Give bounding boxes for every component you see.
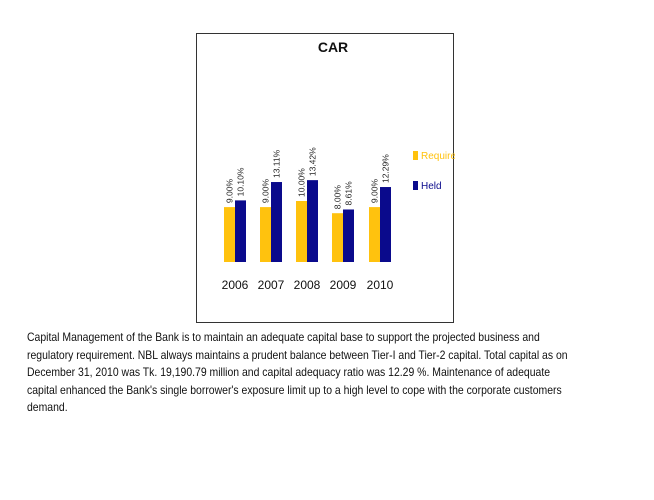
x-tick-2009: 2009 <box>330 278 357 292</box>
bar-held-2006 <box>235 200 246 262</box>
legend-label-required: Required <box>421 151 455 162</box>
bar-held-2007 <box>271 182 282 262</box>
data-label-held-2009: 8.61% <box>344 181 354 206</box>
x-tick-2010: 2010 <box>367 278 394 292</box>
x-tick-2007: 2007 <box>258 278 285 292</box>
data-label-held-2006: 10.10% <box>236 167 246 196</box>
x-tick-2006: 2006 <box>222 278 249 292</box>
data-label-required-2009: 8.00% <box>333 185 343 210</box>
caption-text-block: Capital Management of the Bank is to mai… <box>27 329 572 417</box>
chart-title: CAR <box>318 39 348 55</box>
data-label-required-2010: 9.00% <box>370 179 380 204</box>
bars-group <box>224 180 391 262</box>
data-label-required-2007: 9.00% <box>261 179 271 204</box>
bar-labels-group: 9.00% 10.10% 9.00%13.11%10.00%13.42%8.00% 8… <box>225 147 391 209</box>
bar-held-2008 <box>307 180 318 262</box>
car-bar-chart: CAR 9.00% 10.10% 9.00%13.11%10.00%13.42%8.… <box>222 39 455 292</box>
bar-required-2006 <box>224 207 235 262</box>
x-axis-ticks: 2006 2007 2008 2009 2010 <box>222 278 394 292</box>
data-label-required-2008: 10.00% <box>297 168 307 197</box>
bar-held-2010 <box>380 187 391 262</box>
data-label-held-2008: 13.42% <box>308 147 318 176</box>
bar-required-2009 <box>332 213 343 262</box>
legend-swatch-held <box>413 181 418 190</box>
legend-label-held: Held <box>421 181 442 192</box>
bar-required-2010 <box>369 207 380 262</box>
legend: Required Held <box>413 151 455 192</box>
x-tick-2008: 2008 <box>294 278 321 292</box>
bar-held-2009 <box>343 209 354 262</box>
data-label-held-2007: 13.11% <box>272 149 282 178</box>
chart-frame: CAR 9.00% 10.10% 9.00% 13.11% 10.00% 13.42% 8.… <box>196 33 455 323</box>
data-label-held-2010: 12.29% <box>381 154 391 183</box>
data-label-required-2006: 9.00% <box>225 179 235 204</box>
bar-required-2008 <box>296 201 307 262</box>
legend-swatch-required <box>413 151 418 160</box>
caption-paragraph: Capital Management of the Bank is to mai… <box>27 331 568 414</box>
bar-required-2007 <box>260 207 271 262</box>
